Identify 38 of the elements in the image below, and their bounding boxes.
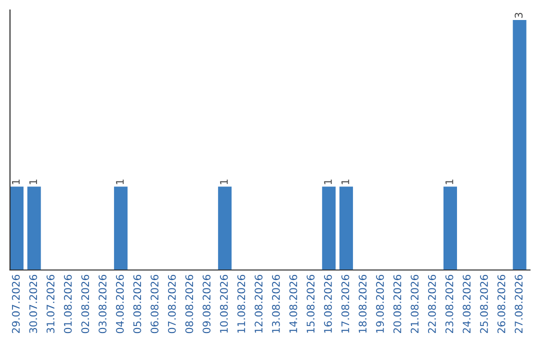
x-tick-label: 19.08.2026: [376, 274, 384, 333]
x-tick-label: 14.08.2026: [289, 274, 298, 333]
data-label: 1: [446, 180, 454, 184]
x-tick-label: 24.08.2026: [462, 274, 471, 334]
x-tick-label: 03.08.2026: [98, 274, 106, 334]
x-tick-label: 02.08.2026: [81, 274, 90, 334]
x-tick-label: 18.08.2026: [358, 274, 367, 333]
x-tick-label: 13.08.2026: [272, 274, 280, 333]
x-tick-label: 11.08.2026: [237, 274, 246, 333]
x-tick-label: 22.08.2026: [428, 274, 436, 334]
data-label: 1: [116, 180, 124, 184]
x-tick-label: 17.08.2026: [341, 274, 350, 333]
data-label: 1: [324, 180, 332, 184]
data-label: 3: [514, 12, 523, 18]
x-tick-label: 23.08.2026: [445, 274, 454, 334]
x-tick-label: 16.08.2026: [324, 274, 332, 333]
data-label: 1: [12, 180, 20, 184]
x-tick-label: 12.08.2026: [254, 274, 263, 333]
x-tick-label: 26.08.2026: [497, 274, 506, 334]
x-tick-label: 25.08.2026: [480, 274, 488, 334]
x-tick-label: 21.08.2026: [410, 274, 419, 334]
x-tick-label: 08.08.2026: [185, 274, 194, 334]
x-tick-label: 15.08.2026: [306, 274, 315, 333]
x-tick-label: 30.07.2026: [29, 274, 38, 334]
x-tick-label: 29.07.2026: [12, 274, 20, 334]
data-label: 1: [29, 180, 37, 184]
x-tick-label: 31.07.2026: [46, 274, 54, 334]
x-tick-label: 09.08.2026: [202, 274, 211, 334]
x-tick-label: 05.08.2026: [133, 274, 142, 334]
data-label: 1: [220, 180, 228, 184]
data-label: 1: [341, 180, 350, 184]
x-tick-label: 27.08.2026: [514, 274, 523, 334]
x-tick-label: 10.08.2026: [220, 274, 228, 333]
x-tick-label: 06.08.2026: [150, 274, 158, 334]
x-tick-label: 04.08.2026: [116, 274, 124, 334]
x-tick-label: 20.08.2026: [393, 274, 402, 334]
x-tick-label: 01.08.2026: [64, 274, 72, 334]
x-tick-label: 07.08.2026: [168, 274, 176, 334]
